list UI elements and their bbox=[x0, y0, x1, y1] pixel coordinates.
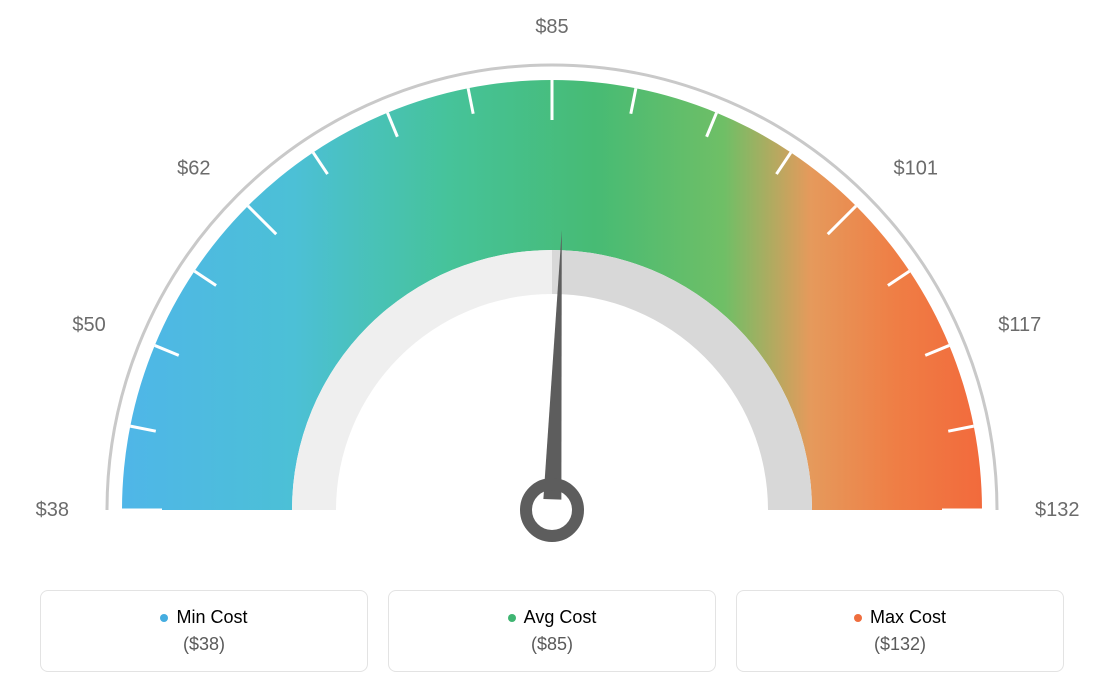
dot-icon bbox=[160, 614, 168, 622]
legend-title-avg: Avg Cost bbox=[508, 607, 597, 628]
legend-title-max: Max Cost bbox=[854, 607, 946, 628]
dot-icon bbox=[854, 614, 862, 622]
legend-card-max: Max Cost ($132) bbox=[736, 590, 1064, 672]
legend-label: Avg Cost bbox=[524, 607, 597, 628]
dot-icon bbox=[508, 614, 516, 622]
legend-row: Min Cost ($38) Avg Cost ($85) Max Cost (… bbox=[0, 590, 1104, 690]
svg-text:$38: $38 bbox=[36, 499, 69, 521]
legend-value-max: ($132) bbox=[874, 634, 926, 655]
legend-label: Max Cost bbox=[870, 607, 946, 628]
cost-gauge: $38 $50 $62 $85 $101 $117 $132 bbox=[0, 0, 1104, 570]
svg-text:$62: $62 bbox=[177, 157, 210, 179]
gauge-svg: $38 $50 $62 $85 $101 $117 $132 bbox=[0, 0, 1104, 570]
legend-card-min: Min Cost ($38) bbox=[40, 590, 368, 672]
svg-text:$132: $132 bbox=[1035, 499, 1080, 521]
legend-value-avg: ($85) bbox=[531, 634, 573, 655]
legend-card-avg: Avg Cost ($85) bbox=[388, 590, 716, 672]
svg-text:$117: $117 bbox=[998, 314, 1041, 336]
svg-text:$50: $50 bbox=[72, 314, 105, 336]
legend-title-min: Min Cost bbox=[160, 607, 247, 628]
svg-text:$101: $101 bbox=[894, 157, 939, 179]
svg-text:$85: $85 bbox=[535, 16, 568, 38]
legend-label: Min Cost bbox=[176, 607, 247, 628]
legend-value-min: ($38) bbox=[183, 634, 225, 655]
